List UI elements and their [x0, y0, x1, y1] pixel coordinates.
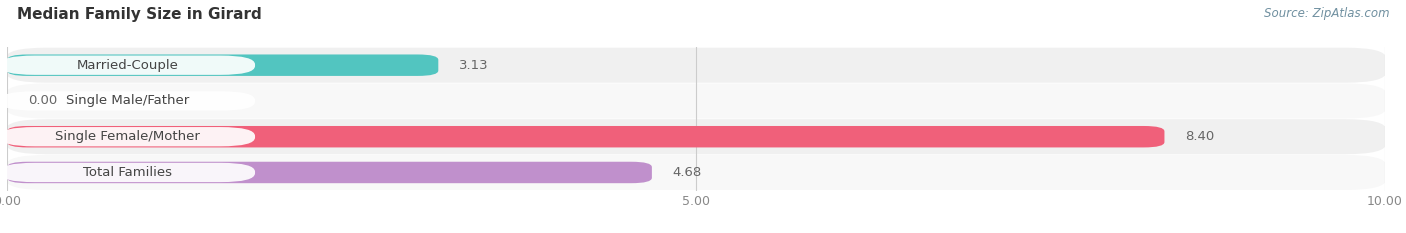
Text: Median Family Size in Girard: Median Family Size in Girard — [17, 7, 262, 22]
FancyBboxPatch shape — [7, 162, 652, 183]
FancyBboxPatch shape — [0, 127, 254, 146]
Text: 4.68: 4.68 — [672, 166, 702, 179]
FancyBboxPatch shape — [7, 126, 1164, 147]
FancyBboxPatch shape — [6, 83, 1386, 118]
Text: 0.00: 0.00 — [28, 94, 58, 107]
Text: Married-Couple: Married-Couple — [77, 59, 179, 72]
Text: Single Female/Mother: Single Female/Mother — [55, 130, 200, 143]
Text: Source: ZipAtlas.com: Source: ZipAtlas.com — [1264, 7, 1389, 20]
FancyBboxPatch shape — [6, 119, 1386, 154]
Text: 3.13: 3.13 — [458, 59, 489, 72]
Text: Total Families: Total Families — [83, 166, 172, 179]
FancyBboxPatch shape — [0, 55, 254, 75]
FancyBboxPatch shape — [6, 155, 1386, 190]
FancyBboxPatch shape — [7, 55, 439, 76]
Text: Single Male/Father: Single Male/Father — [66, 94, 190, 107]
Text: 8.40: 8.40 — [1185, 130, 1215, 143]
FancyBboxPatch shape — [0, 163, 254, 182]
FancyBboxPatch shape — [0, 91, 254, 111]
FancyBboxPatch shape — [6, 48, 1386, 83]
